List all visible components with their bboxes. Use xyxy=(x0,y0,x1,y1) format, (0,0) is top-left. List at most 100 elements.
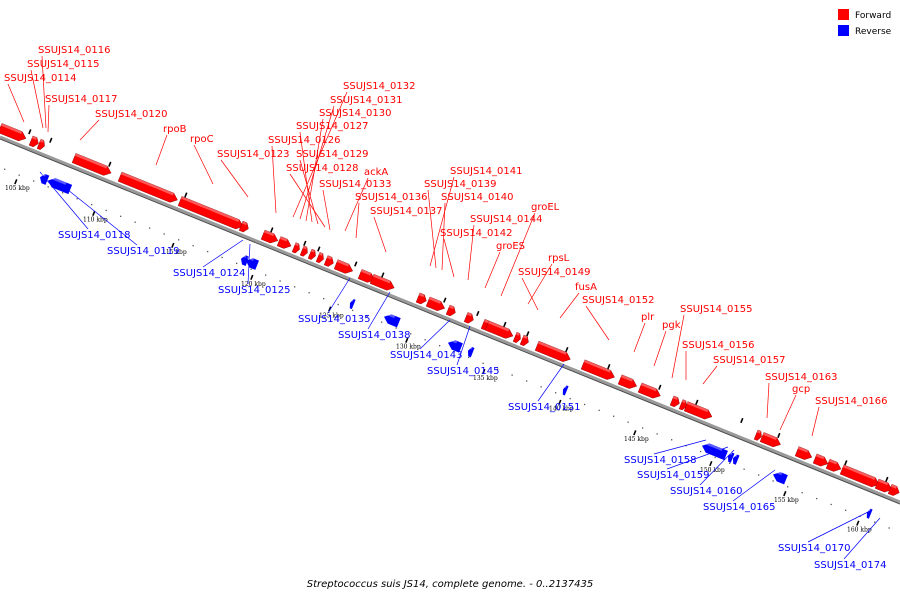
forward-label-line xyxy=(155,134,168,166)
tick-dot xyxy=(47,186,49,188)
reverse-gene xyxy=(241,254,250,267)
gene-label-ssujs14-0166: SSUJS14_0166 xyxy=(815,396,888,407)
gene-marker xyxy=(565,346,569,353)
forward-gene-labels: SSUJS14_0116 SSUJS14_0115 SSUJS14_0114 SSUJ… xyxy=(4,45,888,407)
forward-label-line xyxy=(299,105,335,220)
forward-gene xyxy=(887,484,900,496)
gene-label-ssujs14-0126: SSUJS14_0126 xyxy=(268,135,341,146)
gene-label-gcp: gcp xyxy=(792,384,810,395)
forward-label-line xyxy=(292,91,348,218)
tick-dot xyxy=(453,350,455,353)
tick-dot xyxy=(410,333,412,335)
tick-dot xyxy=(627,421,629,423)
gene-label-ssujs14-0127: SSUJS14_0127 xyxy=(296,121,369,132)
reverse-label-line xyxy=(537,363,565,402)
reverse-label-line xyxy=(57,181,138,246)
tick-dot xyxy=(265,274,267,276)
gene-marker xyxy=(777,432,781,439)
gene-marker xyxy=(317,246,321,252)
tick-dot xyxy=(424,339,426,341)
forward-gene xyxy=(669,395,680,408)
tick-dot xyxy=(381,321,383,323)
forward-label-line xyxy=(220,159,249,198)
forward-gene xyxy=(759,432,781,448)
forward-gene xyxy=(512,331,521,343)
reverse-gene xyxy=(562,384,569,396)
tick-label: 135 kbp xyxy=(473,375,498,382)
gene-label-ssujs14-0149: SSUJS14_0149 xyxy=(518,267,591,278)
forward-label-line xyxy=(633,322,646,353)
reverse-label-line xyxy=(367,291,391,330)
forward-gene xyxy=(369,273,395,291)
gene-label-ssujs14-0156: SSUJS14_0156 xyxy=(682,340,755,351)
gene-label-plr: plr xyxy=(641,312,655,323)
tick-dot xyxy=(91,203,93,206)
gene-label-ssujs14-0163: SSUJS14_0163 xyxy=(765,372,838,383)
tick-dot xyxy=(468,356,470,359)
tick-mark xyxy=(482,368,486,375)
gene-label-ssujs14-0114: SSUJS14_0114 xyxy=(4,73,77,84)
gene-label-ssujs14-0143: SSUJS14_0143 xyxy=(390,350,463,361)
reverse-label-line xyxy=(202,239,244,268)
gene-marker xyxy=(354,261,358,267)
tick-dot xyxy=(439,345,441,347)
tick-dot xyxy=(18,174,20,176)
reverse-label-line xyxy=(699,449,735,486)
tick-mark xyxy=(171,242,175,248)
tick-dot xyxy=(352,309,354,312)
tick-dot xyxy=(192,245,194,247)
tick-label: 160 kbp xyxy=(847,527,872,534)
tick-dot xyxy=(163,233,165,235)
forward-label-line xyxy=(441,202,446,271)
forward-label-lines xyxy=(7,55,820,437)
tick-mark xyxy=(856,520,860,526)
tick-dot xyxy=(642,427,644,429)
gene-marker xyxy=(108,161,112,167)
tick-label: 125 kbp xyxy=(319,312,344,319)
reverse-label-line xyxy=(843,517,881,560)
forward-gene xyxy=(637,382,661,399)
tick-dot xyxy=(250,268,252,270)
gene-marker xyxy=(443,297,447,303)
forward-gene xyxy=(445,304,456,317)
forward-gene xyxy=(299,245,308,257)
forward-label-line xyxy=(779,394,797,431)
gene-label-ssujs14-0117: SSUJS14_0117 xyxy=(45,94,118,105)
forward-gene xyxy=(839,464,880,488)
forward-label-line xyxy=(322,189,331,231)
tick-marks: 105 kbp 110 kbp 115 kbp 120 kbp 125 kbp 130 k… xyxy=(5,179,872,534)
forward-gene xyxy=(323,255,334,267)
forward-gene xyxy=(425,296,445,311)
forward-label-line xyxy=(299,159,319,225)
gene-label-ssujs14-0135: SSUJS14_0135 xyxy=(298,314,371,325)
tick-dot xyxy=(149,227,151,229)
forward-gene xyxy=(36,138,45,150)
forward-label-line xyxy=(766,382,770,419)
forward-gene xyxy=(415,292,427,305)
tick-dot xyxy=(308,292,310,294)
gene-label-groes: groES xyxy=(496,241,525,252)
gene-label-ssujs14-0139: SSUJS14_0139 xyxy=(424,179,497,190)
gene-label-ssujs14-0155: SSUJS14_0155 xyxy=(680,304,753,315)
gene-label-ssujs14-0145: SSUJS14_0145 xyxy=(427,366,500,377)
forward-gene xyxy=(753,429,762,441)
tick-mark xyxy=(92,210,96,216)
forward-label-line xyxy=(427,189,437,269)
map-caption: Streptococcus suis JS14, complete genome… xyxy=(307,579,594,590)
tick-dot xyxy=(714,456,716,459)
gene-label-acka: ackA xyxy=(364,167,388,178)
forward-gene xyxy=(117,171,178,203)
forward-label-line xyxy=(41,55,47,129)
gene-label-ssujs14-0151: SSUJS14_0151 xyxy=(508,402,581,413)
reverse-gene xyxy=(866,507,873,519)
gene-label-groel: groEL xyxy=(531,202,560,213)
gene-marker xyxy=(607,363,611,370)
tick-mark xyxy=(14,179,18,185)
tick-mark xyxy=(328,306,332,312)
forward-label-line xyxy=(355,202,360,239)
reverse-gene xyxy=(40,172,50,185)
reverse-label-line xyxy=(39,171,89,230)
tick-label: 145 kbp xyxy=(624,436,649,443)
tick-dot xyxy=(207,250,209,253)
tick-dot xyxy=(758,474,760,476)
